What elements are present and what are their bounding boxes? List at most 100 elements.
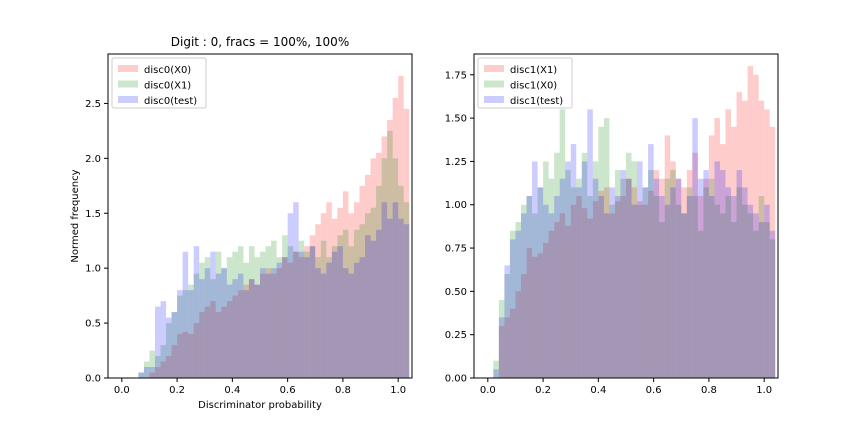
right-bar-series-0 — [526, 248, 533, 378]
left-bar-series-2 — [265, 273, 272, 378]
left-x-tick-label: 0.0 — [114, 385, 130, 396]
right-bar-series-0 — [703, 178, 709, 378]
right-bar-series-0 — [537, 253, 544, 378]
right-bar-series-1 — [509, 230, 516, 378]
right-bar-series-2 — [659, 196, 665, 378]
right-ticks: 0.0 0.2 0.4 0.6 0.8 1.0 0.00 0.25 0.50 0.75 1.00 1.… — [445, 70, 772, 396]
left-bar-series-1 — [342, 229, 349, 378]
left-bar-series-1 — [210, 279, 216, 378]
left-bar-series-2 — [182, 251, 189, 378]
left-bar-series-0 — [326, 202, 332, 378]
right-bar-series-2 — [681, 213, 687, 378]
left-bar-series-0 — [365, 174, 371, 378]
left-bar-series-1 — [260, 251, 266, 378]
left-bar-series-0 — [177, 334, 183, 378]
right-bar-series-0 — [498, 326, 505, 378]
left-bar-series-0 — [370, 158, 377, 378]
left-bar-series-0 — [403, 108, 410, 379]
right-bar-series-2 — [758, 222, 765, 378]
left-bar-series-0 — [353, 202, 360, 378]
left-bar-series-0 — [359, 185, 366, 378]
right-bar-series-2 — [498, 317, 505, 378]
left-bar-series-0 — [226, 301, 233, 378]
left-bar-series-1 — [154, 356, 161, 378]
left-bar-series-1 — [298, 240, 305, 378]
right-bar-series-1 — [614, 170, 621, 378]
left-bar-series-2 — [387, 218, 393, 378]
left-bar-series-0 — [287, 262, 294, 378]
right-bar-series-2 — [592, 178, 599, 378]
left-y-tick-label: 1.5 — [85, 209, 101, 220]
left-bar-series-1 — [320, 240, 327, 378]
right-bar-series-1 — [515, 222, 521, 378]
left-bar-series-1 — [177, 295, 183, 378]
left-bar-series-2 — [276, 262, 283, 378]
right-bar-series-2 — [532, 161, 538, 378]
left-bar-series-0 — [276, 268, 283, 378]
right-bar-series-0 — [576, 196, 582, 378]
left-bar-series-1 — [381, 158, 388, 378]
left-legend-label: disc0(test) — [144, 96, 197, 107]
left-ticks: 0.0 0.2 0.4 0.6 0.8 1.0 0.0 0.5 1.0 1.5 2.0 2.5 — [85, 99, 406, 396]
right-bar-series-2 — [554, 196, 560, 378]
right-bar-series-1 — [631, 161, 638, 378]
left-bar-series-0 — [348, 213, 354, 378]
left-bar-series-1 — [365, 213, 371, 378]
right-x-tick-label: 0.0 — [480, 385, 496, 396]
right-bar-series-1 — [692, 196, 698, 378]
right-x-tick-label: 0.2 — [535, 385, 551, 396]
right-bar-series-0 — [631, 187, 638, 378]
right-legend-label: disc1(X1) — [510, 65, 557, 76]
left-bar-series-1 — [359, 224, 366, 378]
right-bar-series-2 — [653, 178, 660, 378]
left-bar-series-2 — [199, 279, 205, 378]
left-bar-series-0 — [260, 273, 266, 378]
left-bar-series-1 — [337, 235, 343, 378]
right-bar-series-1 — [659, 222, 665, 378]
left-bar-series-2 — [254, 284, 260, 378]
left-bar-series-1 — [149, 350, 155, 378]
right-bar-series-0 — [708, 135, 715, 378]
left-bar-series-0 — [342, 191, 349, 378]
left-bar-series-2 — [365, 235, 371, 378]
left-legend: disc0(X0) disc0(X1) disc0(test) — [111, 57, 207, 109]
left-bar-series-2 — [282, 257, 288, 378]
left-y-axis-label: Normed frequency — [70, 169, 81, 262]
left-bars — [138, 75, 410, 379]
right-bar-series-1 — [592, 161, 599, 378]
right-bar-series-1 — [719, 213, 726, 378]
left-bar-series-2 — [226, 284, 233, 378]
left-bar-series-2 — [304, 257, 310, 378]
left-bar-series-1 — [276, 257, 283, 378]
left-bar-series-1 — [304, 251, 310, 378]
right-bar-series-0 — [731, 126, 737, 379]
right-bar-series-2 — [725, 187, 732, 378]
right-bar-series-2 — [520, 213, 527, 378]
left-bar-series-1 — [138, 372, 144, 378]
left-x-tick-label: 0.2 — [169, 385, 185, 396]
right-bar-series-0 — [664, 135, 671, 378]
left-y-tick-label: 2.0 — [85, 154, 101, 165]
left-legend-swatch — [118, 65, 138, 72]
right-bar-series-2 — [587, 109, 593, 378]
right-bar-series-1 — [626, 152, 632, 378]
right-bar-series-1 — [753, 230, 759, 378]
right-legend-swatch — [484, 65, 504, 72]
right-bar-series-1 — [637, 204, 643, 378]
right-bar-series-2 — [493, 369, 499, 378]
left-bar-series-0 — [154, 367, 161, 378]
left-y-tick-label: 1.0 — [85, 264, 101, 275]
left-bar-series-1 — [160, 345, 167, 378]
right-bar-series-0 — [515, 291, 521, 378]
left-bar-series-2 — [177, 290, 183, 378]
right-y-tick-label: 0.25 — [445, 330, 467, 341]
right-bar-series-0 — [719, 144, 726, 378]
right-bar-series-1 — [559, 109, 566, 378]
right-bar-series-0 — [570, 204, 577, 378]
left-bar-series-2 — [403, 224, 410, 378]
left-bar-series-2 — [376, 229, 382, 378]
left-y-tick-label: 2.5 — [85, 99, 101, 110]
right-bar-series-1 — [493, 360, 499, 378]
left-bar-series-2 — [370, 240, 377, 378]
